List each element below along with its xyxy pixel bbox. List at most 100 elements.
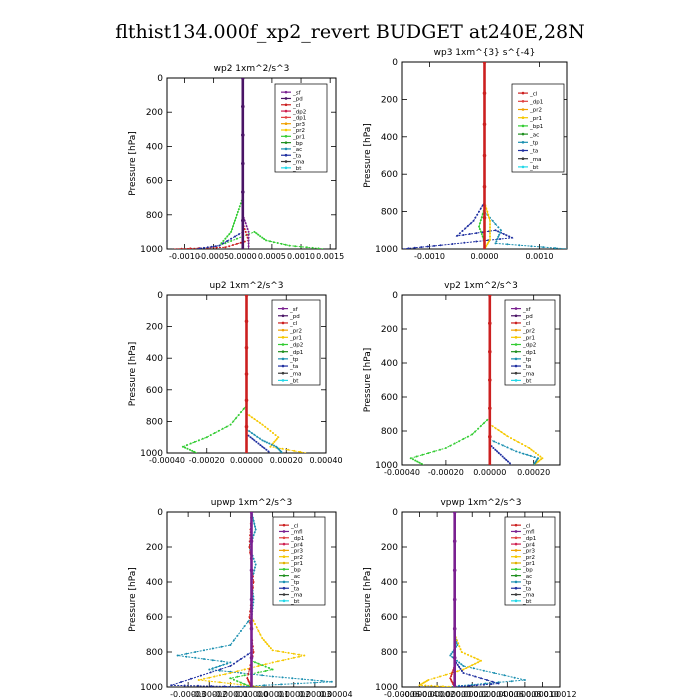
series-marker <box>211 659 214 662</box>
series-marker <box>293 449 296 452</box>
x-tick-label: 0.0000 <box>471 252 499 261</box>
x-tick-label: -0.0010 <box>414 252 445 261</box>
series-marker <box>248 616 251 618</box>
series-marker <box>461 685 463 687</box>
legend-label: _ac <box>290 574 300 580</box>
series-marker <box>452 656 457 660</box>
series-marker <box>252 581 255 583</box>
series-marker <box>269 647 272 650</box>
legend-label: _pr2 <box>289 328 302 334</box>
series-marker <box>503 433 506 436</box>
legend-marker <box>514 568 518 571</box>
series-group <box>409 295 544 465</box>
series-marker <box>490 445 493 448</box>
series-marker <box>238 205 241 208</box>
series-marker <box>458 232 461 235</box>
legend-marker <box>514 580 518 584</box>
series-marker <box>489 226 491 229</box>
series-marker <box>541 457 544 460</box>
series-marker <box>243 668 246 671</box>
series-marker <box>488 406 492 411</box>
series-marker <box>229 677 232 680</box>
series-marker <box>472 667 475 670</box>
series-marker <box>532 450 535 453</box>
legend-marker <box>282 586 286 590</box>
series-marker <box>259 633 262 636</box>
legend-marker <box>514 307 518 310</box>
series-marker <box>249 597 254 602</box>
series-marker <box>237 233 240 236</box>
legend-marker <box>514 593 518 596</box>
legend-label: _bt <box>289 379 299 385</box>
series-marker <box>480 677 482 680</box>
legend-marker <box>284 147 288 151</box>
series-marker <box>461 229 464 232</box>
legend: _sf_pd_cl_pr2 _pr1_dp2_dp1_tp_ta_ma _bt <box>504 299 556 386</box>
series-marker <box>282 659 285 662</box>
y-tick-label: 600 <box>381 613 398 623</box>
series-marker <box>208 680 211 683</box>
series-marker <box>468 233 471 235</box>
series-marker <box>507 460 510 463</box>
series-marker <box>181 445 184 448</box>
series-marker <box>479 207 482 210</box>
series-marker <box>510 680 513 683</box>
y-tick-label: 400 <box>381 359 398 369</box>
series-marker <box>470 655 473 658</box>
legend-marker <box>284 109 288 113</box>
series-marker <box>266 427 269 430</box>
series-marker <box>203 677 205 680</box>
series-marker <box>209 434 212 437</box>
series-marker <box>199 247 201 249</box>
series-marker <box>253 433 256 436</box>
x-tick-label: 0.00000 <box>235 690 268 699</box>
figure-title: flthist134.000f_xp2_revert BUDGET at240E… <box>115 21 585 43</box>
legend-label: _pr2 <box>290 555 303 561</box>
legend-label: _tp <box>529 141 539 147</box>
legend: _sf_pd_cl_dp2_dp1_pr3_pr2_pr1_bp_ac_ta_m… <box>274 83 328 173</box>
x-tick-label: -0.00020 <box>428 468 464 477</box>
series-marker <box>485 679 488 681</box>
series-marker <box>478 222 481 225</box>
series-marker <box>253 439 256 442</box>
series-marker <box>247 239 250 242</box>
series-marker <box>421 682 424 685</box>
x-tick-label: 0.00040 <box>309 456 342 465</box>
series-marker <box>533 456 536 459</box>
y-tick-label: 800 <box>146 417 163 427</box>
series-group <box>402 62 567 249</box>
series-marker <box>505 234 508 237</box>
series-marker <box>242 407 245 410</box>
series-marker <box>450 673 453 676</box>
series-marker <box>497 442 500 445</box>
series-marker <box>246 228 249 231</box>
legend-label: _bt <box>522 599 532 605</box>
series-marker <box>237 208 240 211</box>
legend-marker <box>281 364 285 368</box>
x-tick-label: -0.00002 <box>191 690 227 699</box>
x-tick-label: 0.00004 <box>319 690 352 699</box>
series-marker <box>450 678 452 681</box>
series-marker <box>254 623 256 625</box>
series-marker <box>235 242 238 245</box>
series-marker <box>498 233 501 236</box>
series-marker <box>456 639 458 642</box>
series-marker <box>250 416 253 419</box>
legend-label: _ta <box>292 153 301 159</box>
legend-label: _tp <box>522 357 532 363</box>
legend-label: _ac <box>292 147 302 153</box>
series-marker <box>247 434 250 437</box>
x-tick-label: 0.00003 <box>298 690 331 699</box>
series-group <box>181 295 307 453</box>
legend-marker <box>514 574 518 577</box>
series-marker <box>489 219 491 222</box>
series-line-ta <box>454 512 499 687</box>
legend-label: _sf <box>289 307 299 313</box>
legend-label: _ta <box>522 364 531 370</box>
series-marker <box>263 684 266 687</box>
series-marker <box>261 423 264 426</box>
series-marker <box>230 230 233 233</box>
series-marker <box>253 531 256 534</box>
series-marker <box>265 239 268 242</box>
series-marker <box>194 656 197 659</box>
